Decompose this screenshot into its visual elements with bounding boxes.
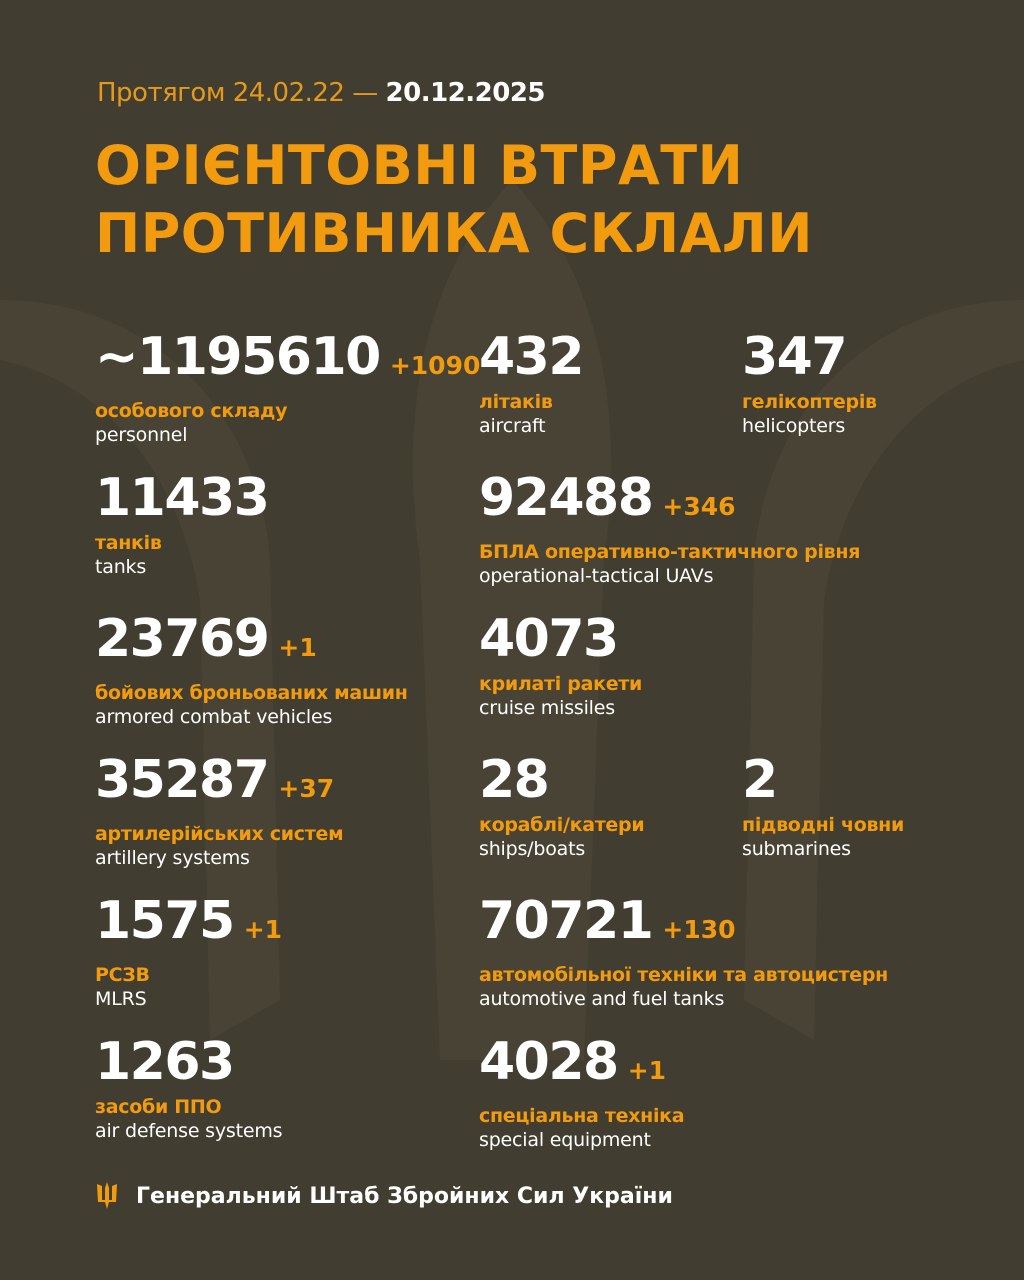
stat-submarines: 2 підводні човни submarines	[742, 751, 904, 861]
stat-number: 92488	[479, 468, 654, 528]
stat-value: 1263	[95, 1033, 282, 1091]
stat-label-en: automotive and fuel tanks	[479, 988, 725, 1010]
trident-icon	[97, 1182, 117, 1209]
stat-value: 23769 +1	[95, 610, 408, 677]
stat-number: 70721	[479, 891, 654, 951]
stat-number: 11433	[95, 468, 270, 528]
stat-delta: +346	[662, 492, 736, 521]
stat-artillery-systems: 35287 +37 артилерійських систем artillery s…	[95, 751, 344, 870]
stat-number: 4073	[479, 609, 619, 669]
stat-tanks: 11433 танків tanks	[95, 468, 270, 579]
stat-label-ua: кораблі/катери	[479, 814, 645, 836]
stat-label-ua: РСЗВ	[95, 964, 150, 986]
stat-number: 432	[479, 327, 585, 387]
stat-delta: +1090	[389, 351, 481, 380]
title-line-2: ПРОТИВНИКА СКЛАЛИ	[95, 202, 813, 265]
stat-delta: +37	[278, 774, 335, 803]
stat-label-en: personnel	[95, 424, 188, 446]
stat-label-ua: бойових броньованих машин	[95, 682, 408, 704]
footer-text: Генеральний Штаб Збройних Сил України	[136, 1183, 673, 1209]
stat-air-defense-systems: 1263 засоби ППО air defense systems	[95, 1033, 283, 1143]
stat-number: 4028	[479, 1032, 619, 1092]
stat-helicopters: 347 гелікоптерів helicopters	[742, 328, 877, 438]
stat-label-en: operational-tactical UAVs	[479, 565, 714, 587]
page-title: ОРІЄНТОВНІ ВТРАТИ ПРОТИВНИКА СКЛАЛИ	[95, 132, 813, 268]
stat-aircraft: 432 літаків aircraft	[479, 327, 585, 438]
stat-number: 347	[742, 327, 848, 387]
stat-label-ua: особового складу	[95, 400, 288, 422]
stat-value: 4028 +1	[479, 1033, 684, 1100]
period-end: 20.12.2025	[385, 78, 546, 108]
stat-value: 11433	[95, 468, 270, 528]
stat-special-equipment: 4028 +1 спеціальна техніка special equipmen…	[479, 1033, 685, 1152]
stat-label-ua: літаків	[479, 391, 553, 413]
period-subtitle: Протягом 24.02.22 — 20.12.2025	[97, 78, 546, 108]
stat-personnel: ~1195610 +1090 особового складу personnel	[95, 328, 480, 447]
stat-label-ua: підводні човни	[742, 814, 905, 836]
stat-delta: +1	[278, 633, 317, 662]
stat-number: 2	[742, 750, 778, 810]
stat-value: 70721 +130	[479, 892, 888, 959]
stat-cruise-missiles: 4073 крилаті ракети cruise missiles	[479, 610, 642, 720]
stat-operational-tactical-uavs: 92488 +346 БПЛА оперативно-тактичного рівн…	[479, 469, 860, 588]
stat-value: 2	[742, 751, 904, 809]
stat-label-ua: спеціальна техніка	[479, 1105, 685, 1127]
stat-label-ua: артилерійських систем	[95, 823, 344, 845]
stat-armored-combat-vehicles: 23769 +1 бойових броньованих машин armored …	[95, 610, 408, 729]
stat-mlrs: 1575 +1 РСЗВ MLRS	[95, 892, 282, 1011]
stat-value: 35287 +37	[95, 751, 343, 818]
stat-value: 1575 +1	[95, 892, 282, 959]
stat-label-en: armored combat vehicles	[95, 706, 333, 728]
stat-value: ~1195610 +1090	[95, 328, 480, 395]
stat-label-ua: танків	[95, 532, 162, 554]
stat-label-ua: БПЛА оперативно-тактичного рівня	[479, 541, 861, 563]
stat-label-en: tanks	[95, 556, 147, 578]
stat-automotive-and-fuel-tanks: 70721 +130 автомобільної техніки та автоци…	[479, 892, 888, 1011]
stat-number: 1263	[95, 1032, 235, 1092]
stat-label-ua: автомобільної техніки та автоцистерн	[479, 964, 888, 986]
stat-value: 432	[479, 327, 585, 387]
stat-ships-boats: 28 кораблі/катери ships/boats	[479, 751, 645, 861]
stat-label-en: special equipment	[479, 1129, 651, 1151]
stat-label-en: air defense systems	[95, 1120, 283, 1142]
stat-value: 4073	[479, 610, 642, 668]
stat-label-en: helicopters	[742, 415, 846, 437]
stat-number: 23769	[95, 609, 270, 669]
stat-value: 347	[742, 328, 877, 386]
stat-label-ua: крилаті ракети	[479, 673, 643, 695]
period-start: Протягом 24.02.22 —	[97, 78, 378, 108]
stat-delta: +1	[243, 915, 283, 944]
stat-label-en: artillery systems	[95, 847, 250, 869]
stat-label-en: cruise missiles	[479, 697, 615, 719]
stat-label-en: MLRS	[95, 988, 147, 1010]
stat-label-ua: засоби ППО	[95, 1096, 222, 1118]
stat-delta: +1	[627, 1056, 667, 1085]
stat-label-en: ships/boats	[479, 838, 586, 860]
stat-value: 28	[479, 751, 644, 809]
stat-label-ua: гелікоптерів	[742, 391, 877, 413]
stat-number: 35287	[95, 750, 270, 810]
stat-value: 92488 +346	[479, 469, 860, 536]
stat-delta: +130	[662, 915, 736, 944]
footer: Генеральний Штаб Збройних Сил України	[96, 1182, 673, 1210]
stat-number: 28	[479, 750, 550, 810]
stat-number: 1575	[95, 891, 235, 951]
stat-label-en: aircraft	[479, 415, 546, 437]
title-line-1: ОРІЄНТОВНІ ВТРАТИ	[95, 134, 744, 197]
stat-number: ~1195610	[95, 327, 381, 387]
stat-label-en: submarines	[742, 838, 851, 860]
